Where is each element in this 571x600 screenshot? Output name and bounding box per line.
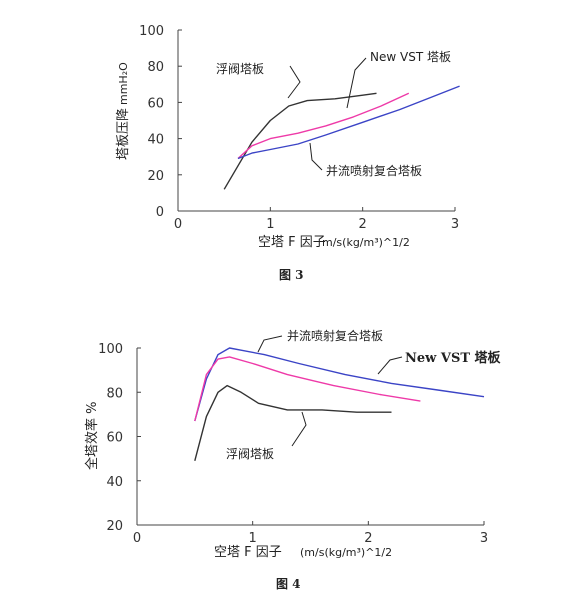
series-lines [194,347,485,461]
chart-pressure-drop: 0 1 2 3 0 20 40 60 80 100 浮阀塔板 New VST 塔板 并流喷射复合… [116,24,460,282]
y-axis-label: 全塔效率 % [84,402,100,471]
x-tick-label: 1 [249,531,257,546]
y-tick-label: 80 [106,386,123,401]
annotation-newvst: New VST 塔板 [405,350,502,366]
annotation-bingliu: 并流喷射复合塔板 [326,163,422,178]
x-tick-labels: 0 1 2 3 [133,521,488,546]
x-axis-label: 空塔 F 因子 [214,545,282,560]
annotation-bingliu: 并流喷射复合塔板 [287,328,383,343]
x-tick-labels: 0 1 2 3 [174,207,459,232]
x-tick-label: 2 [359,217,367,232]
annotation-fuqiao: 浮阀塔板 [216,62,264,76]
y-tick-label: 100 [98,342,123,357]
series-line-2 [237,85,460,160]
x-tick-label: 3 [480,531,488,546]
series-line-1 [194,356,421,422]
leader-line-bingliu [309,142,323,171]
y-axis-label: 塔板压降 [116,108,131,160]
y-tick-label: 20 [106,519,123,534]
x-axis-unit: m/s(kg/m³)^1/2 [322,236,410,249]
leader-line-bingliu [257,335,283,353]
series-line-0 [223,92,377,190]
y-tick-label: 40 [106,475,123,490]
series-line-1 [237,92,410,160]
x-tick-label: 0 [174,217,182,232]
y-tick-label: 0 [156,205,164,220]
chart-efficiency: 0 1 2 3 20 40 60 80 100 并流喷射复合塔板 New VST 塔板 浮阀塔… [84,328,502,591]
y-tick-label: 20 [147,169,164,184]
y-tick-label: 80 [147,60,164,75]
leader-line-fuqiao [291,411,307,447]
x-tick-label: 2 [364,531,372,546]
figure-caption: 图 4 [276,577,301,591]
y-tick-labels: 20 40 60 80 100 [98,342,141,534]
leader-line-fuqiao [287,65,301,99]
annotation-newvst: New VST 塔板 [370,50,451,64]
annotation-fuqiao: 浮阀塔板 [226,447,274,461]
y-tick-label: 40 [147,133,164,148]
x-tick-label: 1 [266,217,274,232]
x-tick-label: 3 [451,217,459,232]
y-tick-label: 100 [139,24,164,39]
series-lines [223,85,460,190]
y-tick-label: 60 [106,431,123,446]
y-tick-label: 60 [147,96,164,111]
x-axis-label: 空塔 F 因子 [258,235,326,250]
leader-line-newvst [346,57,367,109]
series-line-0 [194,347,485,422]
x-tick-label: 0 [133,531,141,546]
y-tick-labels: 0 20 40 60 80 100 [139,24,182,220]
series-line-2 [194,384,392,461]
y-axis-unit: mmH₂O [117,62,130,105]
figure-caption: 图 3 [279,268,304,282]
leader-line-newvst [377,356,403,375]
x-axis-unit: (m/s(kg/m³)^1/2 [300,546,392,559]
